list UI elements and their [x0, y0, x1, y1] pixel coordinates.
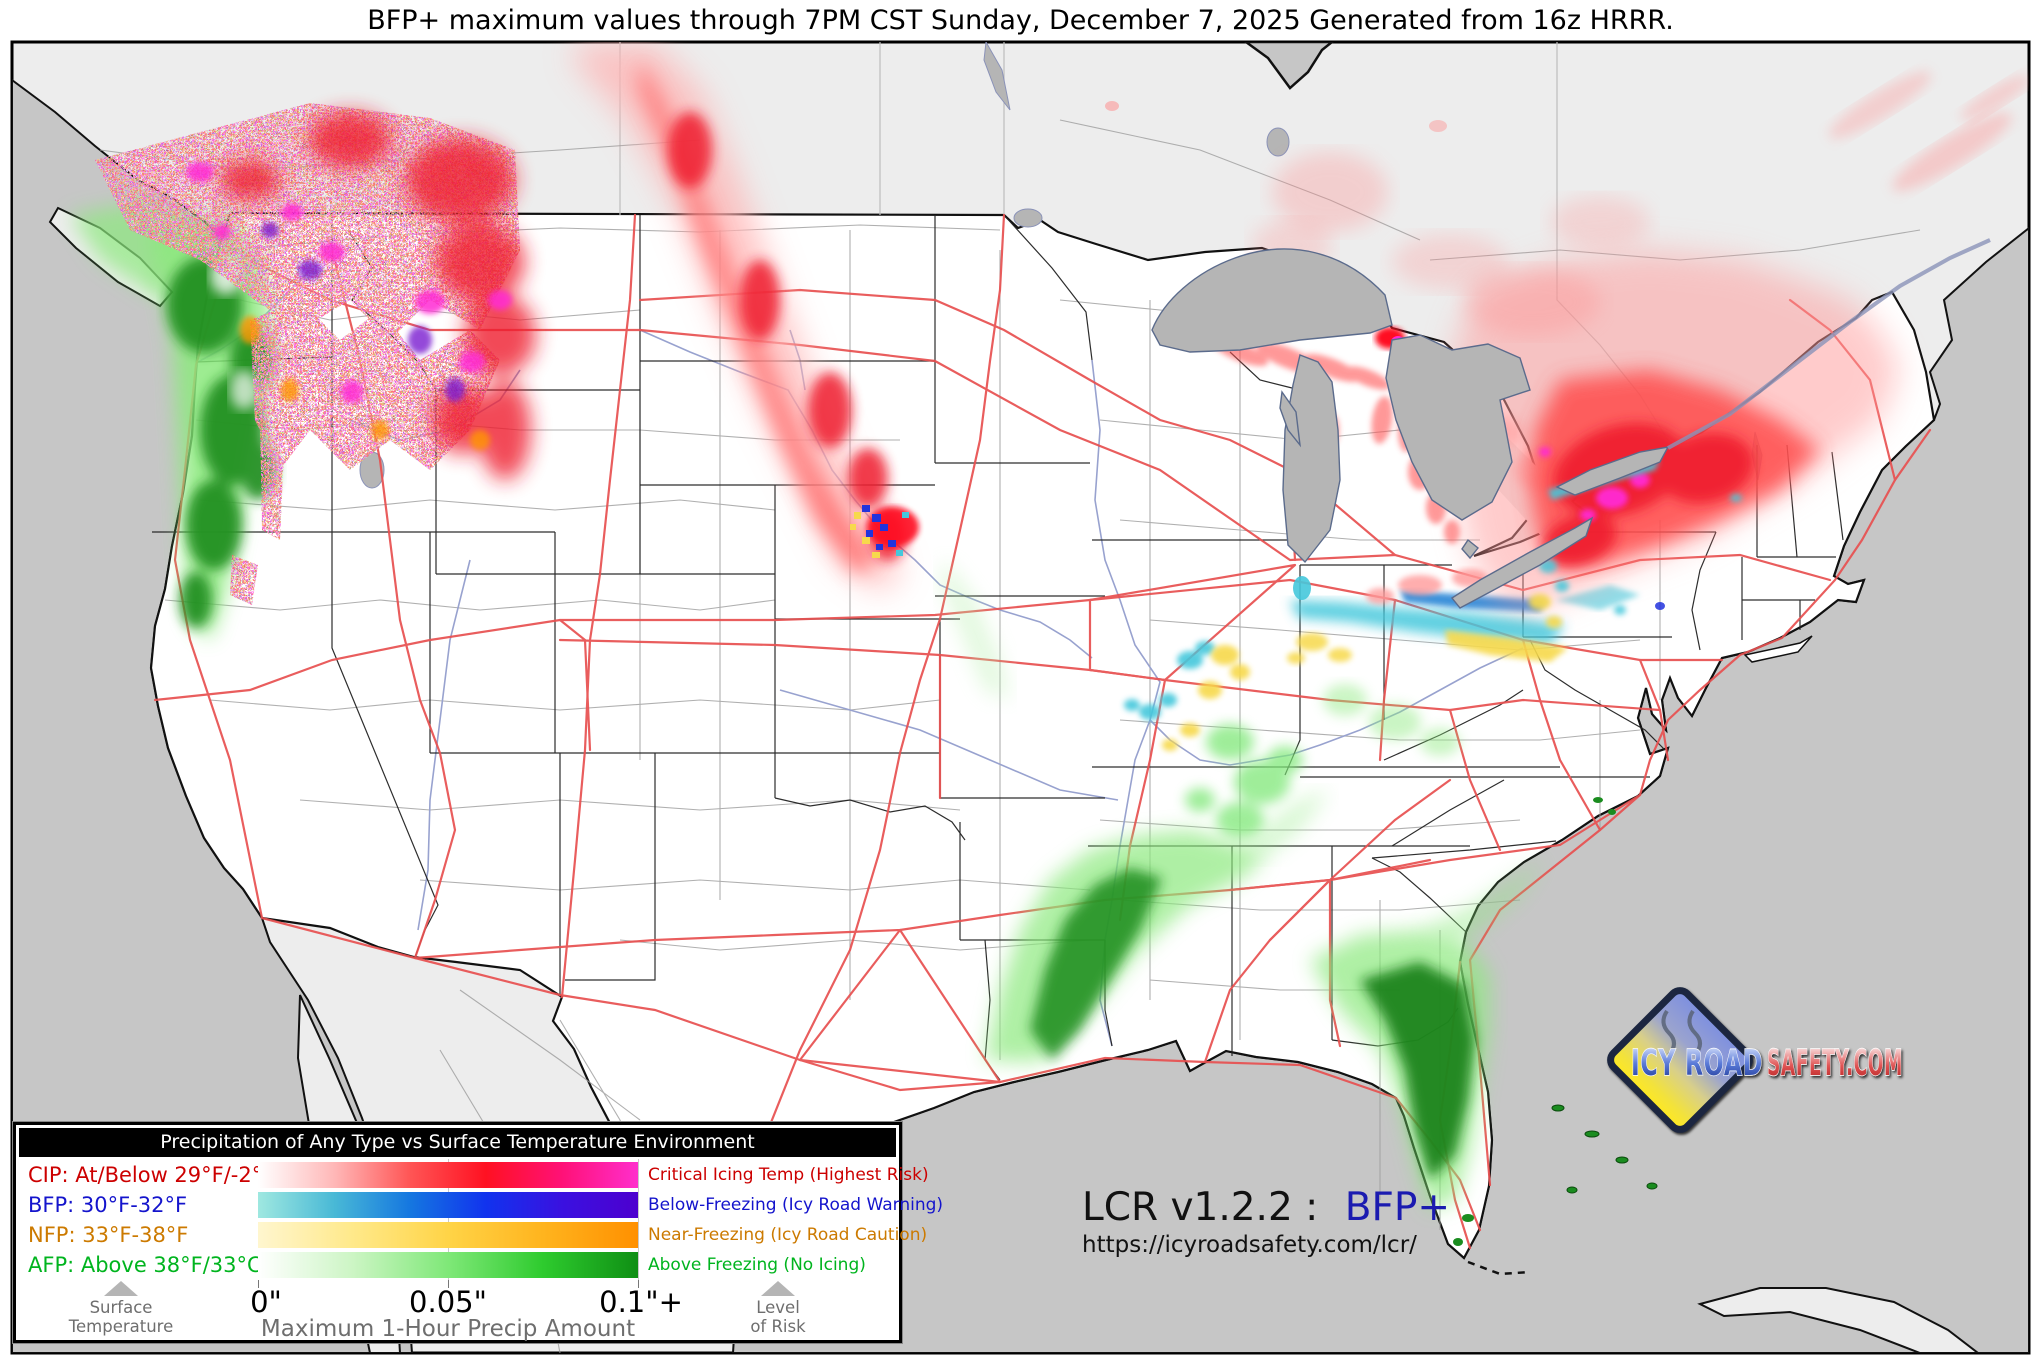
version-line: LCR v1.2.2 : BFP+: [1082, 1185, 1450, 1230]
tick-label-0: 0": [250, 1285, 282, 1319]
surface-temp-caption: Surface Temperature: [41, 1298, 201, 1337]
james-bay: [1243, 42, 1335, 90]
logo-diamond: [1607, 987, 1753, 1133]
icy-road-safety-logo: ICY ROAD SAFETY.COM: [1607, 987, 1903, 1133]
tick-0: [258, 1280, 259, 1288]
surface-temp-arrow-icon: [104, 1281, 138, 1296]
great-lakes: [1151, 248, 1670, 609]
attribution-block: LCR v1.2.2 : BFP+ https://icyroadsafety.…: [1082, 1185, 1450, 1258]
legend-label-afp: AFP: Above 38°F/33°C: [28, 1253, 262, 1277]
legend-bar-bfp: [258, 1192, 638, 1218]
lake-winnipeg: [983, 42, 1011, 111]
northeast-red-mass: [1450, 250, 1900, 628]
precip-axis-label: Maximum 1-Hour Precip Amount: [260, 1316, 636, 1342]
product-label: BFP+: [1344, 1185, 1451, 1230]
legend-risk-afp: Above Freezing (No Icing): [648, 1255, 866, 1275]
nebraska-mixed-spot: [850, 505, 909, 558]
level-of-risk-arrow-icon: [761, 1281, 795, 1296]
lake-ontario: [1555, 446, 1670, 496]
legend-bar-afp: [258, 1252, 638, 1278]
legend-gridline-end: [638, 1159, 639, 1285]
legend-label-bfp: BFP: 30°F-32°F: [28, 1193, 188, 1217]
version-label: LCR v1.2.2 :: [1082, 1185, 1319, 1230]
lake-erie: [1450, 516, 1594, 609]
bahamas-islands: [1551, 1104, 1658, 1194]
lake-huron: [1385, 334, 1531, 521]
lake-st-clair: [1461, 538, 1479, 560]
long-island: [1743, 635, 1813, 663]
tick-label-01: 0.1"+: [599, 1285, 683, 1319]
legend-risk-bfp: Below-Freezing (Icy Road Warning): [648, 1195, 944, 1215]
logo-text-icy-road: ICY ROAD: [1631, 1043, 1763, 1084]
canada-faint-red: [1105, 71, 2029, 336]
level-of-risk-caption-line2: of Risk: [750, 1316, 806, 1336]
southeast-green: [1310, 797, 1616, 1246]
tick-005: [448, 1280, 449, 1288]
legend-title: Precipitation of Any Type vs Surface Tem…: [19, 1128, 896, 1157]
legend-bar-nfp: [258, 1222, 638, 1248]
florida-keys: [1467, 1260, 1531, 1276]
level-of-risk-caption: Level of Risk: [698, 1298, 858, 1337]
legend-panel: Precipitation of Any Type vs Surface Tem…: [13, 1122, 944, 1343]
surface-temp-caption-line2: Temperature: [68, 1316, 174, 1336]
level-of-risk-caption-line1: Level: [756, 1298, 800, 1317]
logo-skid-marks: [1661, 1009, 1702, 1057]
map-title: BFP+ maximum values through 7PM CST Sund…: [367, 5, 1674, 36]
dakotas-red-band: [575, 44, 919, 592]
cuba: [1697, 1287, 1980, 1353]
legend-risk-nfp: Near-Freezing (Icy Road Caution): [648, 1225, 928, 1245]
legend-label-cip: CIP: At/Below 29°F/-2°C: [28, 1163, 277, 1187]
green-bay: [1279, 390, 1301, 448]
legend-bar-cip: [258, 1162, 638, 1188]
logo-text-safety-com: SAFETY.COM: [1767, 1043, 1903, 1084]
lake-superior: [1151, 248, 1393, 353]
lake-of-the-woods: [1013, 208, 1043, 228]
rockies-icing-mix: [95, 103, 536, 605]
attribution-url: https://icyroadsafety.com/lcr/: [1082, 1232, 1417, 1258]
surface-temp-caption-line1: Surface: [89, 1298, 153, 1317]
st-lawrence-river: [1667, 238, 1991, 450]
legend-risk-cip: Critical Icing Temp (Highest Risk): [648, 1165, 929, 1185]
lake-nipigon: [1266, 127, 1290, 157]
tick-label-005: 0.05": [409, 1285, 487, 1319]
missouri-mixed-precip: [940, 560, 1303, 838]
tick-01: [638, 1280, 639, 1288]
texas-louisiana-green: [985, 790, 1330, 1062]
legend-label-nfp: NFP: 33°F-38°F: [28, 1223, 189, 1247]
